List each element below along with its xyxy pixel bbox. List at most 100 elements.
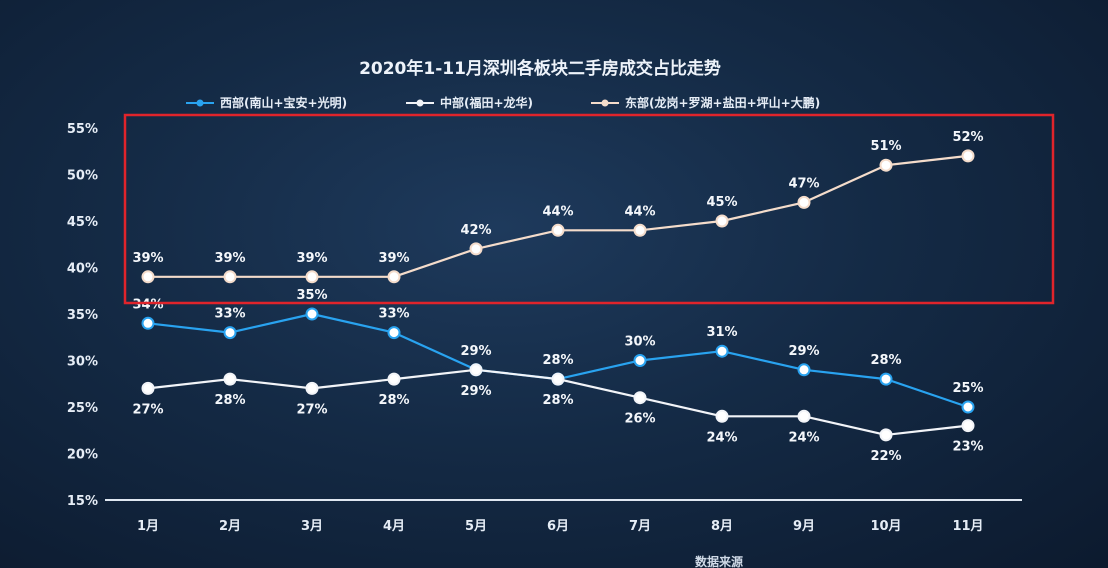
data-label: 52% [952,130,983,145]
data-label: 47% [788,176,819,191]
data-label: 28% [542,353,573,368]
legend-label: 中部(福田+龙华) [440,95,533,110]
data-point [961,400,975,414]
data-label: 34% [132,297,163,312]
data-label: 33% [214,307,245,322]
data-label: 39% [214,251,245,266]
legend-label: 西部(南山+宝安+光明) [220,95,347,110]
data-point [797,363,811,377]
legend-dot-marker [601,99,609,107]
data-point [633,354,647,367]
x-tick-label: 11月 [952,519,983,534]
data-point [305,307,319,321]
legend-dot-marker [196,99,204,107]
data-label: 26% [624,412,655,427]
legend-item[interactable]: 西部(南山+宝安+光明) [186,95,347,110]
data-point [797,409,811,423]
data-point [715,344,729,358]
y-tick-label: 25% [67,401,98,416]
data-point [141,381,155,395]
data-label: 28% [542,393,573,408]
data-point [715,409,729,423]
x-tick-label: 3月 [301,519,323,534]
data-label: 27% [296,402,327,417]
data-label: 44% [624,204,655,219]
data-label: 31% [706,325,737,340]
data-point [469,242,483,256]
chart-title: 2020年1-11月深圳各板块二手房成交占比走势 [359,58,721,79]
data-point [715,214,729,228]
data-point [223,372,237,386]
data-label: 29% [460,344,491,359]
data-point [387,326,401,340]
data-point [551,223,565,237]
data-point [223,270,237,284]
series-group: 39% 39% 39% 39% 42% 44% 44% 45% 47% 51% 52% [132,130,984,284]
data-label: 39% [378,251,409,266]
legend-item[interactable]: 东部(龙岗+罗湖+盐田+坪山+大鹏) [591,95,820,110]
data-label: 45% [706,195,737,210]
data-point [797,195,811,209]
y-tick-label: 15% [67,494,98,509]
data-point [633,223,647,237]
data-point [633,391,647,405]
legend-item[interactable]: 中部(福田+龙华) [406,95,533,110]
data-label: 42% [460,223,491,238]
x-tick-label: 10月 [870,519,901,534]
data-label: 39% [296,251,327,266]
x-tick-label: 9月 [793,519,815,534]
data-point [305,270,319,284]
x-tick-label: 6月 [547,519,569,534]
series-layer: 34% 33% 35% 33% 29% 28% 30% 31% 29% 28% 25% 27% 28% 2… [132,130,983,464]
data-point [305,381,319,395]
y-tick-label: 30% [67,355,98,370]
data-label: 28% [378,393,409,408]
legend-dot-marker [416,99,424,107]
data-point [879,428,893,442]
y-tick-label: 55% [67,122,98,137]
data-point [223,326,237,340]
x-tick-label: 1月 [137,519,159,534]
y-tick-label: 40% [67,262,98,277]
y-tick-label: 20% [67,448,98,463]
data-point [387,372,401,386]
data-label: 28% [870,353,901,368]
data-point [387,270,401,284]
data-point [141,270,155,284]
data-label: 25% [952,381,983,396]
data-point [961,419,975,433]
x-tick-label: 7月 [629,519,651,534]
data-label: 23% [952,440,983,455]
legend-label: 东部(龙岗+罗湖+盐田+坪山+大鹏) [625,95,820,110]
data-label: 24% [706,430,737,445]
data-source-note: 数据来源 [695,554,743,568]
x-tick-label: 8月 [711,519,733,534]
highlight-box [123,113,1055,305]
x-tick-label: 5月 [465,519,487,534]
data-point [141,316,155,330]
data-label: 28% [214,393,245,408]
series-group: 27% 28% 27% 28% 29% 28% 26% 24% 24% 22% 23% [132,363,984,464]
data-point [961,149,975,163]
y-axis: 15% 20% 25% 30% 35% 40% 45% 50% 55% [67,122,98,509]
data-label: 29% [788,344,819,359]
x-tick-label: 4月 [383,519,405,534]
data-point [469,363,483,377]
data-label: 24% [788,430,819,445]
data-label: 29% [460,384,491,399]
data-label: 30% [624,335,655,350]
data-label: 22% [870,449,901,464]
y-tick-label: 45% [67,215,98,230]
y-tick-label: 50% [67,169,98,184]
data-point [879,158,893,172]
data-label: 51% [870,139,901,154]
data-point [879,372,893,386]
data-label: 33% [378,307,409,322]
data-label: 44% [542,204,573,219]
data-label: 39% [132,251,163,266]
x-tick-label: 2月 [219,519,241,534]
data-point [551,372,565,386]
data-label: 35% [296,288,327,303]
y-tick-label: 35% [67,308,98,323]
